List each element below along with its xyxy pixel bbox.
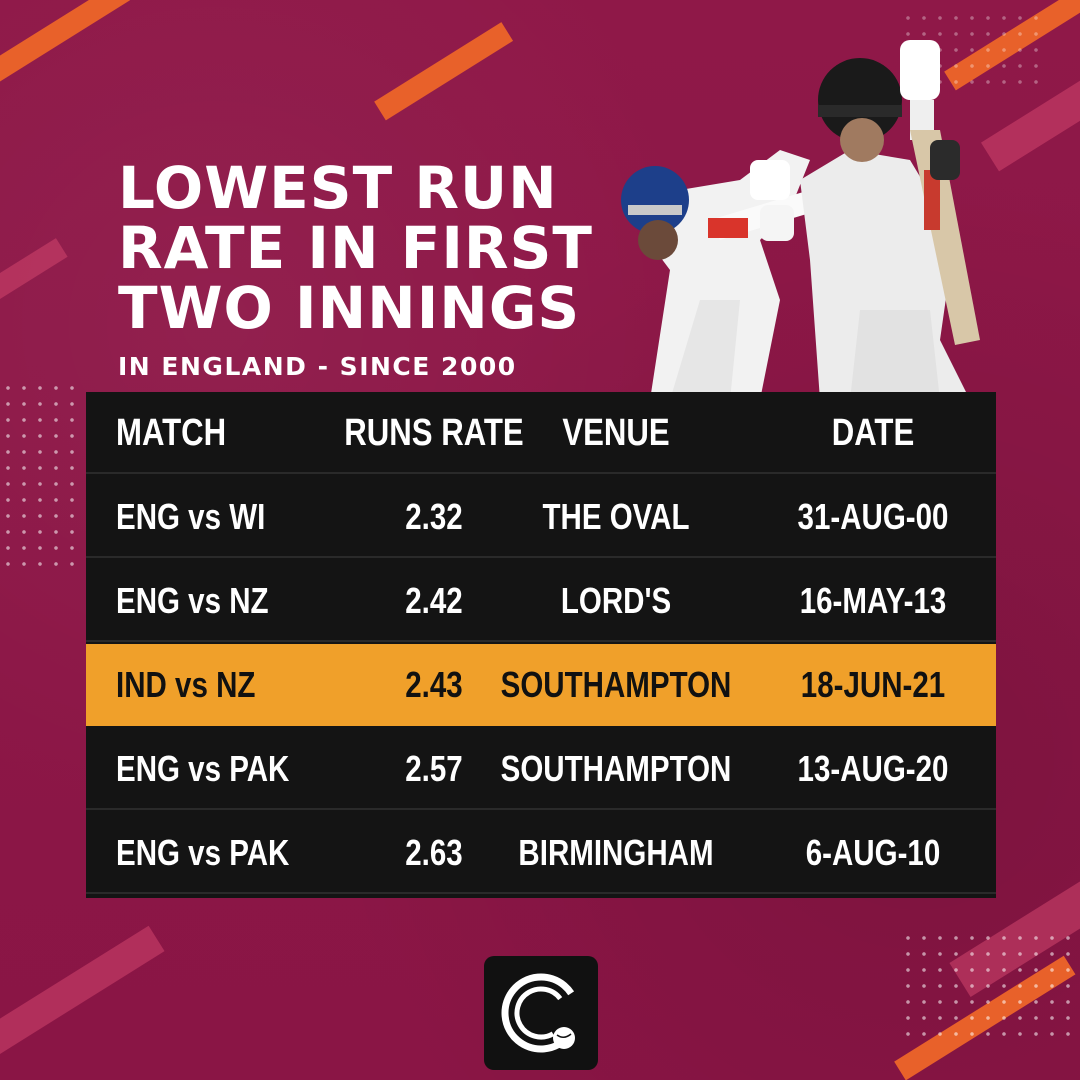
header-match: MATCH bbox=[116, 412, 227, 454]
run-rate-table: MATCH RUNS RATE VENUE DATE ENG vs WI 2.32… bbox=[86, 392, 996, 898]
cricket-ball-logo-icon bbox=[501, 973, 581, 1053]
cell-venue: SOUTHAMPTON bbox=[500, 748, 732, 789]
right-batsman bbox=[800, 40, 980, 400]
decor-dots bbox=[900, 930, 1070, 1040]
table-row: ENG vs PAK 2.57 SOUTHAMPTON 13-AUG-20 bbox=[86, 728, 996, 810]
cell-match: ENG vs PAK bbox=[116, 832, 290, 873]
cell-venue: LORD'S bbox=[560, 580, 672, 621]
table-row: IND vs NZ 2.43 SOUTHAMPTON 18-JUN-21 bbox=[86, 644, 996, 726]
cell-run-rate: 2.42 bbox=[405, 580, 463, 621]
table-row: ENG vs WI 2.32 THE OVAL 31-AUG-00 bbox=[86, 476, 996, 558]
brand-logo bbox=[484, 956, 598, 1070]
header-runs-rate: RUNS RATE bbox=[344, 412, 524, 454]
cell-date: 13-AUG-20 bbox=[797, 748, 949, 789]
title-block: LOWEST RUN RATE IN FIRST TWO INNINGS IN … bbox=[118, 158, 618, 381]
cell-date: 16-MAY-13 bbox=[799, 580, 947, 621]
cell-run-rate: 2.57 bbox=[405, 748, 463, 789]
table-row: ENG vs NZ 2.42 LORD'S 16-MAY-13 bbox=[86, 560, 996, 642]
cell-run-rate: 2.43 bbox=[405, 664, 463, 705]
cell-venue: BIRMINGHAM bbox=[518, 832, 714, 873]
cell-date: 6-AUG-10 bbox=[805, 832, 941, 873]
page-title: LOWEST RUN RATE IN FIRST TWO INNINGS bbox=[118, 154, 593, 342]
page-subtitle: IN ENGLAND - SINCE 2000 bbox=[118, 352, 517, 381]
table-row: ENG vs PAK 2.63 BIRMINGHAM 6-AUG-10 bbox=[86, 812, 996, 894]
cell-match: IND vs NZ bbox=[116, 664, 256, 705]
cell-venue: THE OVAL bbox=[542, 496, 690, 537]
table-header-row: MATCH RUNS RATE VENUE DATE bbox=[86, 392, 996, 474]
cell-run-rate: 2.63 bbox=[405, 832, 463, 873]
decor-dots bbox=[0, 380, 80, 570]
two-batsmen-photo bbox=[621, 40, 980, 400]
cell-match: ENG vs WI bbox=[116, 496, 266, 537]
header-date: DATE bbox=[831, 412, 915, 454]
cell-venue: SOUTHAMPTON bbox=[500, 664, 732, 705]
header-venue: VENUE bbox=[562, 412, 670, 454]
cell-run-rate: 2.32 bbox=[405, 496, 463, 537]
cell-date: 18-JUN-21 bbox=[800, 664, 946, 705]
left-batsman bbox=[621, 150, 820, 400]
cell-date: 31-AUG-00 bbox=[797, 496, 949, 537]
cell-match: ENG vs PAK bbox=[116, 748, 290, 789]
cell-match: ENG vs NZ bbox=[116, 580, 269, 621]
